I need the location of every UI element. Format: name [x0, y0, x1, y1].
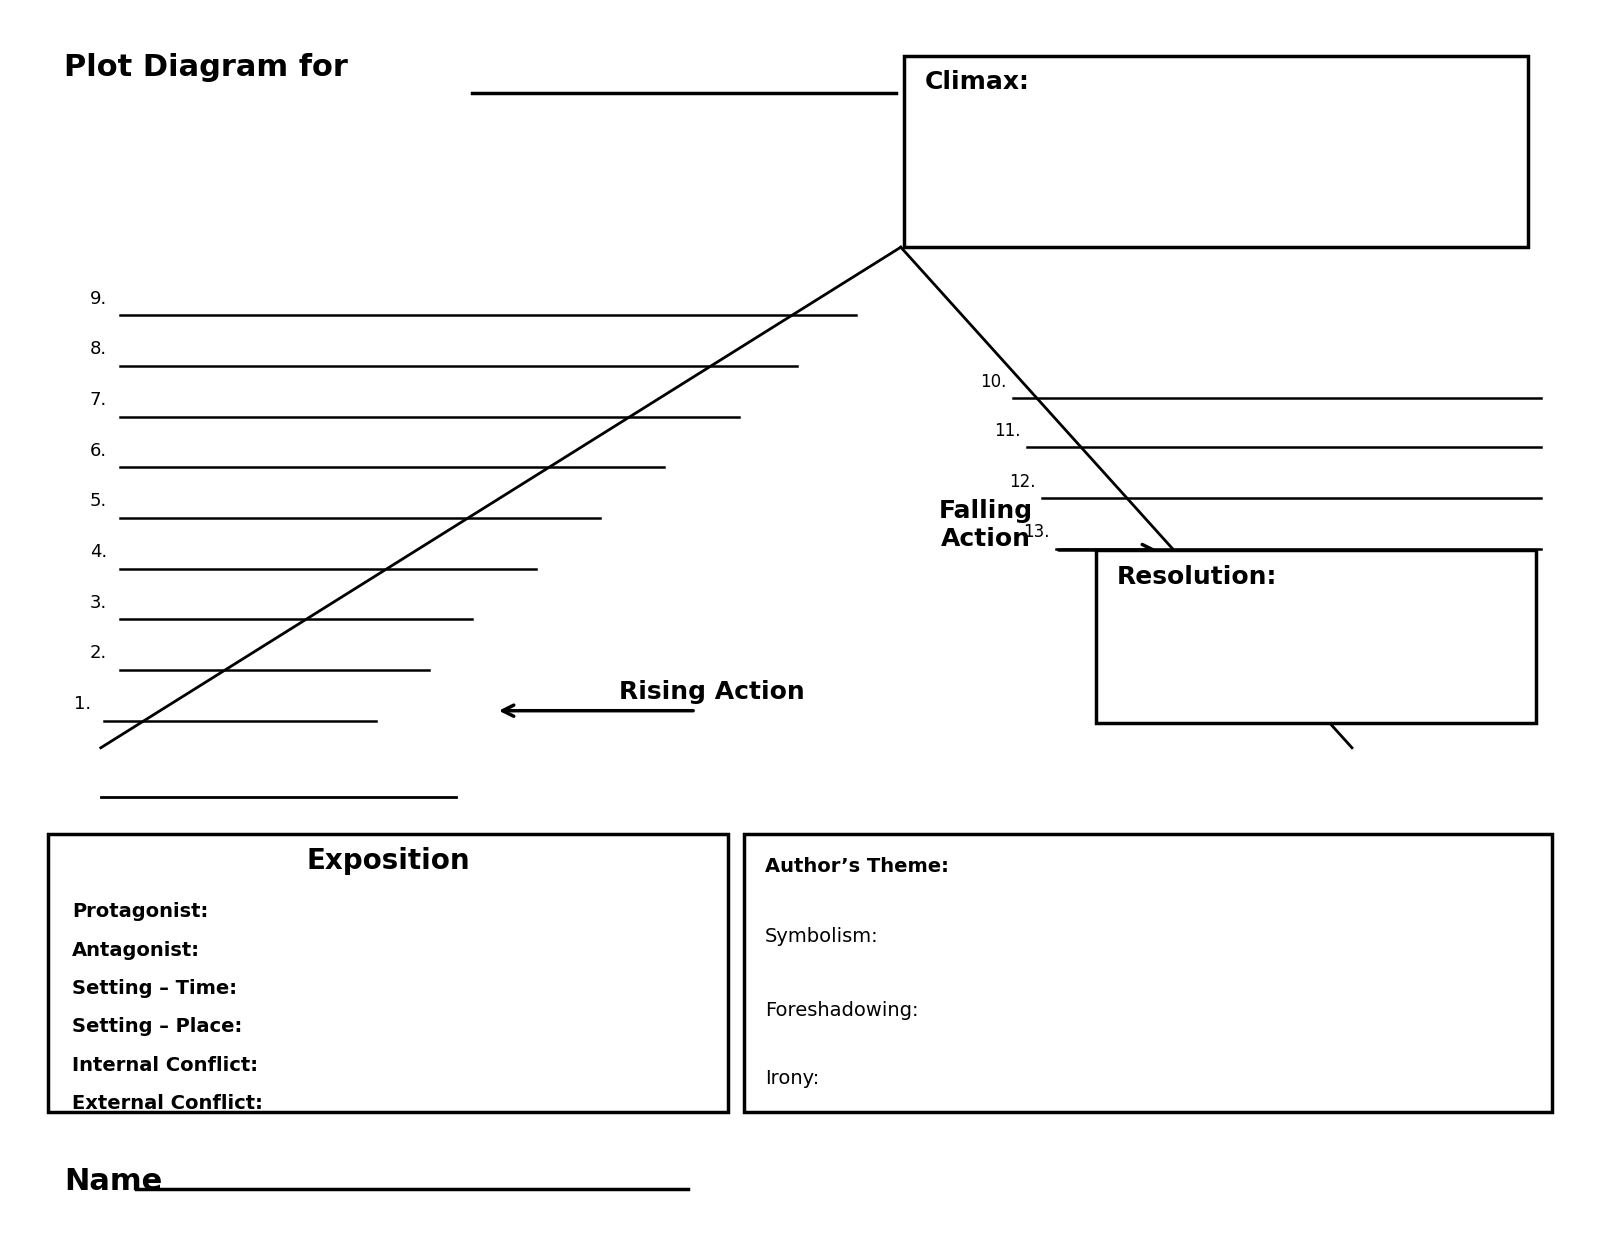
Text: 3.: 3. [90, 593, 107, 612]
Text: Author’s Theme:: Author’s Theme: [765, 857, 949, 875]
Text: 5.: 5. [90, 492, 107, 510]
Text: Plot Diagram for: Plot Diagram for [64, 53, 347, 83]
Text: Falling
Action: Falling Action [939, 499, 1032, 551]
Text: 7.: 7. [90, 391, 107, 409]
Text: 1.: 1. [74, 695, 91, 713]
Text: 13.: 13. [1022, 523, 1050, 541]
Text: 10.: 10. [981, 372, 1006, 391]
Text: Resolution:: Resolution: [1117, 565, 1277, 588]
Text: 2.: 2. [90, 644, 107, 662]
Text: Protagonist:: Protagonist: [72, 902, 208, 921]
Text: Setting – Time:: Setting – Time: [72, 979, 237, 997]
Text: Name: Name [64, 1167, 162, 1196]
Text: External Conflict:: External Conflict: [72, 1094, 262, 1112]
FancyBboxPatch shape [48, 834, 728, 1112]
Text: Irony:: Irony: [765, 1069, 819, 1088]
Text: Internal Conflict:: Internal Conflict: [72, 1056, 258, 1074]
Text: Exposition: Exposition [306, 847, 470, 875]
Text: Climax:: Climax: [925, 70, 1030, 94]
Text: 6.: 6. [90, 441, 107, 460]
FancyBboxPatch shape [744, 834, 1552, 1112]
Text: Symbolism:: Symbolism: [765, 927, 878, 946]
Text: 11.: 11. [994, 421, 1021, 440]
Text: Setting – Place:: Setting – Place: [72, 1017, 242, 1036]
Text: 12.: 12. [1008, 472, 1035, 491]
Text: Antagonist:: Antagonist: [72, 941, 200, 959]
Text: Rising Action: Rising Action [619, 680, 805, 705]
FancyBboxPatch shape [1096, 550, 1536, 723]
Text: 4.: 4. [90, 543, 107, 561]
Text: Foreshadowing:: Foreshadowing: [765, 1001, 918, 1020]
Text: 9.: 9. [90, 289, 107, 308]
Text: 8.: 8. [90, 340, 107, 358]
FancyBboxPatch shape [904, 56, 1528, 247]
